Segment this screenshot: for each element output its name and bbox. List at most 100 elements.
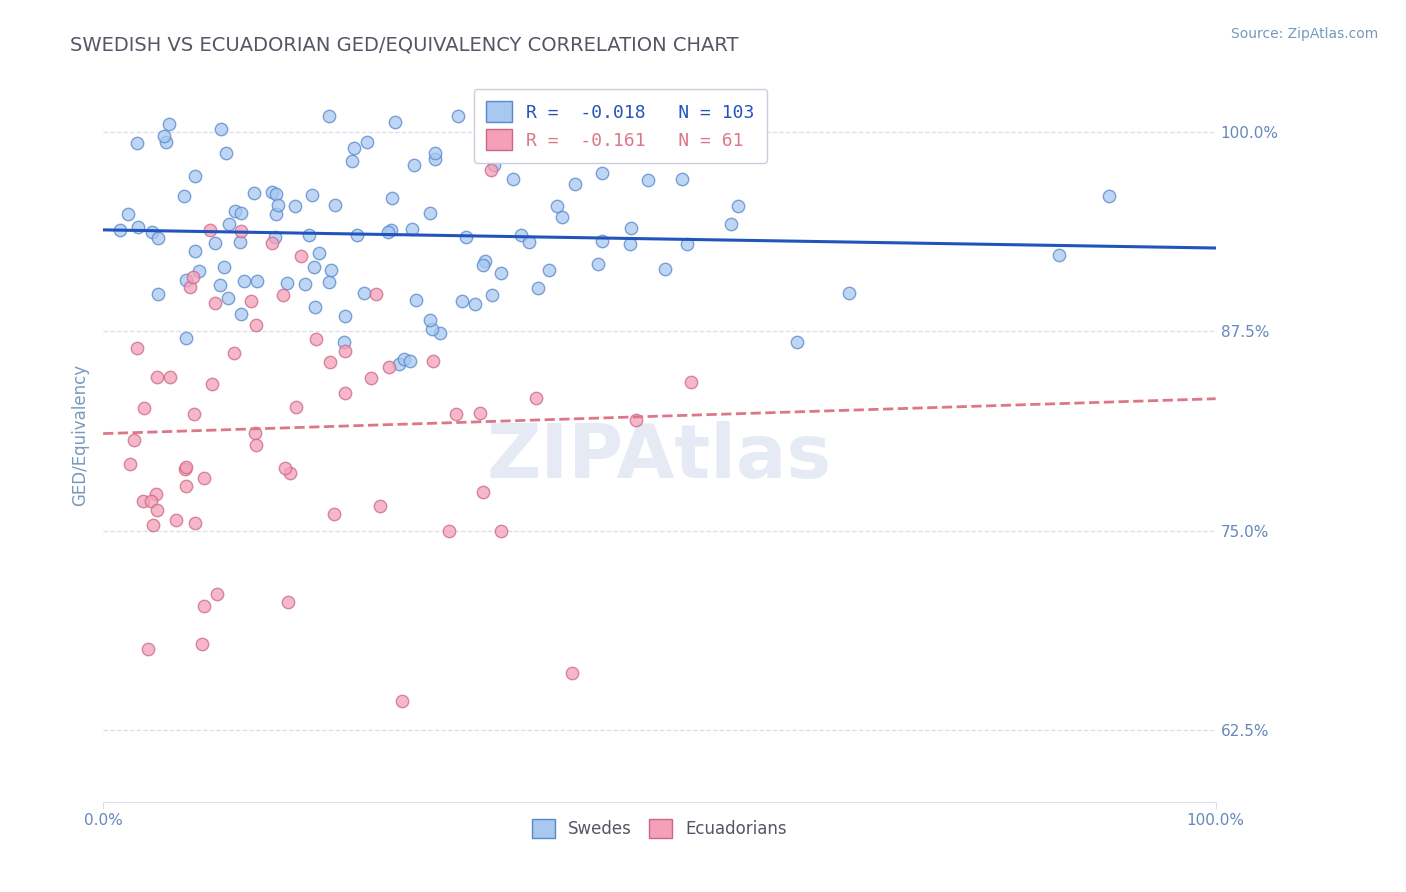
Point [108,223,131,237]
Point [671,172,693,186]
Point [146,287,169,301]
Point [364,287,387,301]
Point [181,269,204,284]
Point [786,334,808,349]
Point [419,206,441,220]
Point [727,199,749,213]
Point [159,370,181,384]
Point [141,225,163,239]
Point [174,331,197,345]
Point [838,285,860,300]
Point [591,234,613,248]
Point [527,280,550,294]
Point [183,407,205,421]
Point [509,228,531,243]
Point [245,426,267,441]
Text: SWEDISH VS ECUADORIAN GED/EQUIVALENCY CORRELATION CHART: SWEDISH VS ECUADORIAN GED/EQUIVALENCY CO… [70,36,738,54]
Point [481,162,503,177]
Point [174,273,197,287]
Point [420,322,443,336]
Point [304,300,326,314]
Point [546,199,568,213]
Point [277,595,299,609]
Point [404,157,426,171]
Point [551,211,574,225]
Point [333,385,356,400]
Point [117,207,139,221]
Point [122,433,145,447]
Point [201,376,224,391]
Point [333,334,356,349]
Point [145,503,167,517]
Point [470,406,492,420]
Point [157,117,180,131]
Point [127,220,149,235]
Point [243,186,266,201]
Point [260,185,283,199]
Point [401,221,423,235]
Point [290,248,312,262]
Point [474,253,496,268]
Point [645,109,668,123]
Point [538,263,561,277]
Point [489,524,512,538]
Point [205,587,228,601]
Point [245,318,267,333]
Point [333,343,356,358]
Point [333,309,356,323]
Y-axis label: GED/Equivalency: GED/Equivalency [72,364,89,506]
Point [620,221,643,235]
Point [139,493,162,508]
Point [174,459,197,474]
Point [343,141,366,155]
Point [212,260,235,274]
Legend: Swedes, Ecuadorians: Swedes, Ecuadorians [524,812,794,845]
Point [447,109,470,123]
Point [187,264,209,278]
Point [318,275,340,289]
Point [224,203,246,218]
Point [381,191,404,205]
Point [340,153,363,168]
Point [294,277,316,292]
Point [368,500,391,514]
Point [419,312,441,326]
Point [356,135,378,149]
Point [624,413,647,427]
Point [284,198,307,212]
Point [198,223,221,237]
Point [263,230,285,244]
Point [246,274,269,288]
Point [280,467,302,481]
Point [132,493,155,508]
Point [446,407,468,421]
Point [231,206,253,220]
Point [481,288,503,302]
Point [209,121,232,136]
Point [561,666,583,681]
Point [360,370,382,384]
Point [179,280,201,294]
Point [591,166,613,180]
Point [142,517,165,532]
Point [398,354,420,368]
Point [301,187,323,202]
Point [384,115,406,129]
Point [517,235,540,249]
Point [472,258,495,272]
Point [305,332,328,346]
Point [298,227,321,242]
Point [146,231,169,245]
Point [193,599,215,613]
Point [423,152,446,166]
Point [217,291,239,305]
Point [229,224,252,238]
Point [271,288,294,302]
Point [423,146,446,161]
Point [174,461,197,475]
Point [118,458,141,472]
Point [429,326,451,340]
Point [193,471,215,485]
Point [451,293,474,308]
Point [191,637,214,651]
